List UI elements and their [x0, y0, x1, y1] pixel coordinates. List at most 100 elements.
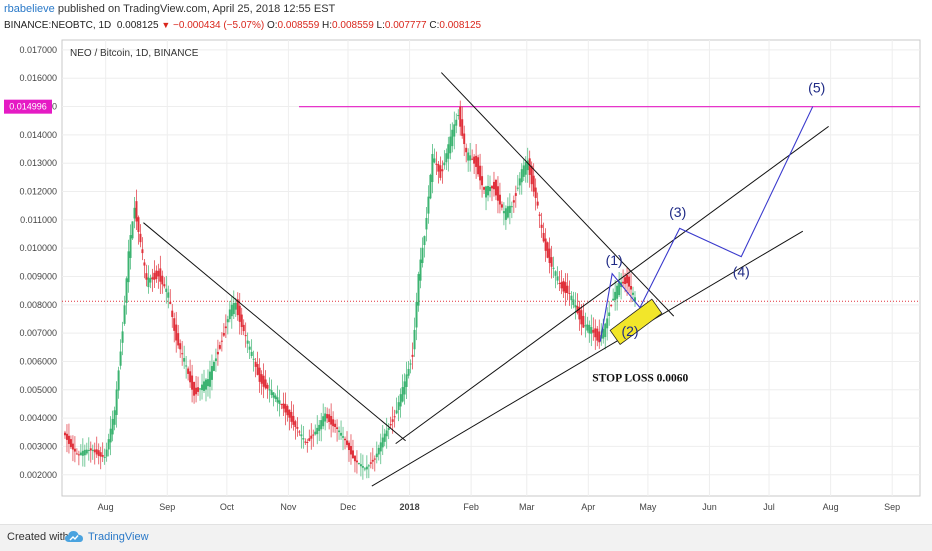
candle-down — [143, 262, 146, 266]
candle-down — [286, 405, 289, 416]
candle-down — [65, 433, 68, 440]
candle-up — [111, 418, 114, 435]
candle-down — [296, 426, 299, 429]
wave-label: (4) — [733, 263, 750, 279]
candle-down — [75, 453, 78, 455]
candle-up — [415, 301, 418, 328]
candle-down — [157, 270, 160, 277]
candle-up — [518, 178, 521, 186]
candle-up — [487, 185, 490, 196]
candle-down — [558, 282, 561, 284]
candle-up — [572, 299, 575, 306]
candle-down — [594, 328, 597, 338]
y-tick-label: 0.014000 — [19, 130, 57, 140]
candle-down — [628, 276, 631, 287]
candle-down — [280, 403, 283, 405]
candle-down — [435, 163, 438, 165]
y-tick-label: 0.009000 — [19, 271, 57, 281]
candle-up — [359, 464, 362, 467]
price-change: −0.000434 (−5.07%) — [173, 20, 265, 31]
candle-down — [161, 275, 164, 285]
trendline — [395, 125, 829, 445]
candle-down — [216, 351, 219, 355]
candle-up — [314, 431, 317, 435]
candle-up — [522, 165, 525, 177]
candle-up — [105, 449, 108, 457]
candle-down — [236, 299, 239, 316]
stop-loss-annotation: STOP LOSS 0.0060 — [592, 372, 688, 384]
candle-down — [220, 340, 223, 342]
candle-down — [624, 277, 627, 285]
created-with-label: Created with — [7, 531, 69, 543]
candle-up — [612, 298, 615, 301]
candle-down — [332, 419, 335, 427]
candle-down — [97, 450, 100, 456]
candle-down — [441, 169, 444, 172]
candle-down — [373, 458, 376, 460]
candle-up — [226, 319, 229, 323]
candle-up — [320, 420, 323, 430]
candle-up — [276, 397, 279, 403]
y-tick-label: 0.013000 — [19, 158, 57, 168]
candle-up — [453, 124, 456, 137]
candle-down — [256, 364, 259, 375]
candle-down — [195, 387, 198, 395]
candle-down — [578, 307, 581, 320]
candle-up — [121, 331, 124, 343]
candle-down — [171, 310, 174, 317]
candle-down — [528, 158, 531, 175]
candle-down — [282, 403, 285, 409]
candle-down — [596, 328, 599, 341]
candle-up — [123, 305, 126, 324]
candle-down — [560, 282, 563, 289]
candle-down — [542, 232, 545, 242]
candle-up — [268, 389, 271, 391]
last-price: 0.008125 — [116, 20, 159, 31]
candle-up — [212, 361, 215, 371]
author-link[interactable]: rbabelieve — [4, 3, 55, 15]
entry-zone-highlight — [609, 298, 663, 346]
candle-up — [232, 303, 235, 315]
candle-down — [99, 452, 102, 457]
candle-up — [250, 351, 253, 356]
candle-up — [85, 449, 88, 454]
candle-up — [125, 278, 128, 304]
candle-down — [135, 201, 138, 222]
candle-down — [173, 318, 176, 331]
tradingview-link[interactable]: TradingView — [88, 531, 149, 543]
candle-down — [181, 353, 184, 355]
high-value: 0.008559 — [332, 20, 374, 31]
candle-up — [363, 468, 366, 470]
candle-down — [437, 164, 440, 172]
candle-up — [632, 292, 635, 295]
candle-down — [336, 427, 339, 429]
candle-down — [334, 423, 337, 428]
candle-down — [306, 442, 309, 444]
candle-down — [580, 310, 583, 325]
symbol-label: BINANCE:NEOBTC, 1D — [4, 20, 112, 31]
candle-down — [471, 158, 474, 160]
candle-up — [616, 285, 619, 299]
publish-info: rbabelieve published on TradingView.com,… — [4, 3, 335, 15]
candle-down — [483, 187, 486, 190]
high-label: H: — [322, 20, 333, 31]
chart-header: rbabelieve published on TradingView.com,… — [0, 0, 932, 40]
candle-up — [443, 162, 446, 166]
candle-up — [407, 368, 410, 376]
footer-bar: Created with TradingView — [0, 524, 932, 551]
wave-label: (3) — [669, 204, 686, 220]
candle-down — [540, 224, 543, 228]
candle-up — [423, 236, 426, 246]
candle-down — [351, 450, 354, 459]
candle-up — [234, 302, 237, 310]
candle-up — [417, 274, 420, 306]
candle-down — [244, 335, 247, 337]
price-chart[interactable]: 0.002000 0.003000 0.004000 0.005000 0.006000… — [0, 0, 932, 524]
candle-down — [548, 248, 551, 263]
candle-down — [175, 324, 178, 341]
close-value: 0.008125 — [439, 20, 482, 31]
candle-up — [552, 267, 555, 269]
open-value: 0.008559 — [277, 20, 320, 31]
candle-down — [222, 332, 225, 336]
candle-down — [530, 165, 533, 185]
